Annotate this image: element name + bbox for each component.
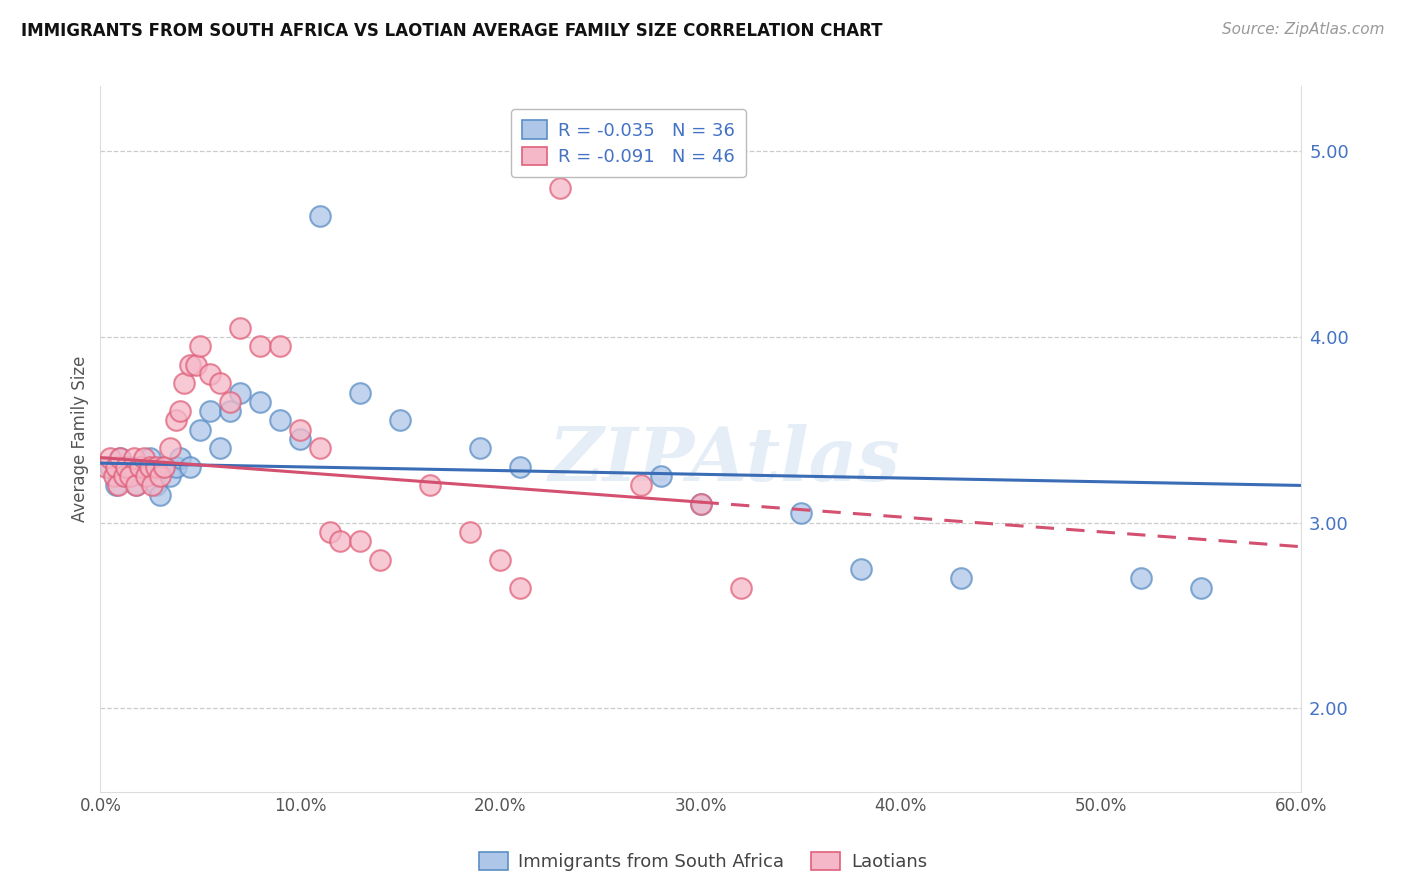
Point xyxy=(165,459,187,474)
Point xyxy=(125,478,148,492)
Point xyxy=(96,459,118,474)
Point xyxy=(200,367,222,381)
Point xyxy=(169,450,191,465)
Point xyxy=(124,450,146,465)
Point xyxy=(329,534,352,549)
Point xyxy=(153,459,176,474)
Point xyxy=(730,581,752,595)
Text: ZIPAtlas: ZIPAtlas xyxy=(548,424,900,497)
Point xyxy=(219,404,242,418)
Point xyxy=(153,459,176,474)
Point xyxy=(219,395,242,409)
Point xyxy=(290,423,312,437)
Point xyxy=(165,413,187,427)
Point xyxy=(229,385,252,400)
Point xyxy=(129,459,152,474)
Legend: R = -0.035   N = 36, R = -0.091   N = 46: R = -0.035 N = 36, R = -0.091 N = 46 xyxy=(512,110,745,178)
Point xyxy=(650,469,672,483)
Point xyxy=(135,469,157,483)
Point xyxy=(349,385,371,400)
Point xyxy=(120,469,142,483)
Point xyxy=(1129,571,1152,585)
Point xyxy=(349,534,371,549)
Point xyxy=(149,469,172,483)
Point xyxy=(105,459,128,474)
Point xyxy=(190,423,212,437)
Point xyxy=(141,478,163,492)
Point xyxy=(115,459,138,474)
Point xyxy=(173,376,195,391)
Point xyxy=(159,442,181,456)
Point xyxy=(319,524,342,539)
Point xyxy=(470,442,492,456)
Point xyxy=(630,478,652,492)
Point xyxy=(509,459,531,474)
Point xyxy=(290,432,312,446)
Point xyxy=(145,459,167,474)
Point xyxy=(179,358,201,372)
Point xyxy=(105,478,128,492)
Point xyxy=(789,506,811,520)
Point xyxy=(229,320,252,334)
Point xyxy=(949,571,972,585)
Point xyxy=(509,581,531,595)
Point xyxy=(98,450,121,465)
Point xyxy=(103,469,125,483)
Point xyxy=(125,478,148,492)
Point xyxy=(849,562,872,576)
Point xyxy=(419,478,441,492)
Point xyxy=(370,552,392,566)
Point xyxy=(1189,581,1212,595)
Text: IMMIGRANTS FROM SOUTH AFRICA VS LAOTIAN AVERAGE FAMILY SIZE CORRELATION CHART: IMMIGRANTS FROM SOUTH AFRICA VS LAOTIAN … xyxy=(21,22,883,40)
Y-axis label: Average Family Size: Average Family Size xyxy=(72,356,89,522)
Point xyxy=(110,450,132,465)
Point xyxy=(139,450,162,465)
Point xyxy=(209,376,232,391)
Point xyxy=(460,524,482,539)
Legend: Immigrants from South Africa, Laotians: Immigrants from South Africa, Laotians xyxy=(471,846,935,879)
Point xyxy=(269,339,291,353)
Point xyxy=(200,404,222,418)
Point xyxy=(129,459,152,474)
Point xyxy=(489,552,512,566)
Point xyxy=(550,181,572,195)
Point xyxy=(134,469,156,483)
Point xyxy=(249,395,271,409)
Point xyxy=(309,442,332,456)
Point xyxy=(149,488,172,502)
Point xyxy=(110,450,132,465)
Point xyxy=(112,469,135,483)
Point xyxy=(139,459,162,474)
Point xyxy=(309,209,332,223)
Point xyxy=(689,497,711,511)
Point xyxy=(159,469,181,483)
Point xyxy=(389,413,412,427)
Point xyxy=(186,358,208,372)
Point xyxy=(112,469,135,483)
Point xyxy=(145,478,167,492)
Point xyxy=(269,413,291,427)
Point xyxy=(689,497,711,511)
Point xyxy=(120,459,142,474)
Point xyxy=(209,442,232,456)
Point xyxy=(107,478,129,492)
Text: Source: ZipAtlas.com: Source: ZipAtlas.com xyxy=(1222,22,1385,37)
Point xyxy=(134,450,156,465)
Point xyxy=(169,404,191,418)
Point xyxy=(179,459,201,474)
Point xyxy=(98,459,121,474)
Point xyxy=(249,339,271,353)
Point xyxy=(190,339,212,353)
